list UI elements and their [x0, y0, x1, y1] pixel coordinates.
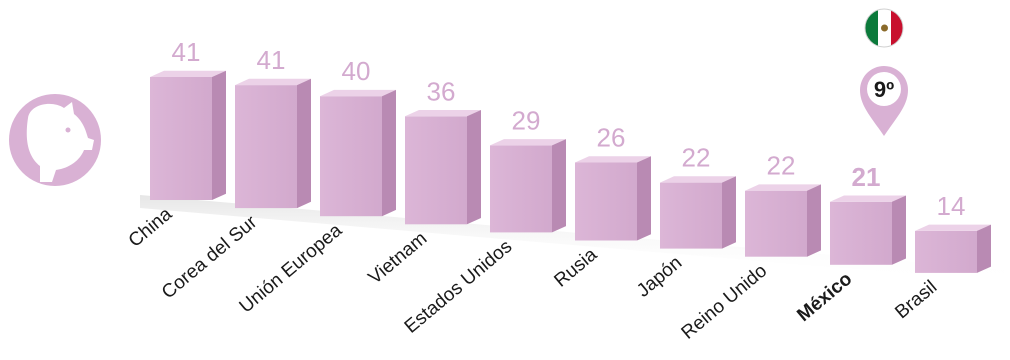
- value-label: 22: [767, 151, 796, 181]
- bar-side: [977, 224, 991, 273]
- bar-side: [212, 70, 226, 200]
- category-label: México: [793, 269, 856, 326]
- bar-top: [660, 176, 736, 183]
- bar-estados-unidos: [490, 139, 566, 233]
- bar-front: [745, 190, 807, 257]
- category-label: Brasil: [891, 277, 941, 324]
- bar-brasil: [915, 224, 991, 273]
- bar-front: [150, 77, 212, 200]
- bar-front: [490, 145, 552, 233]
- bar-top: [745, 184, 821, 191]
- pig-badge: [9, 94, 101, 186]
- value-label: 14: [937, 191, 966, 221]
- value-label: 21: [852, 162, 881, 192]
- value-label: 26: [597, 123, 626, 153]
- value-label: 40: [342, 56, 371, 86]
- pig-icon: [26, 102, 94, 182]
- category-label: Reino Unido: [678, 260, 772, 343]
- chart-floor: [140, 195, 1005, 282]
- bar-top: [490, 139, 566, 146]
- bar-top: [830, 195, 906, 202]
- bar-side: [722, 176, 736, 249]
- bar-china: [150, 70, 226, 200]
- mexico-marker: 9º: [860, 8, 908, 136]
- value-label: 22: [682, 143, 711, 173]
- bar-side: [467, 110, 481, 225]
- bar-top: [915, 224, 991, 231]
- bar-front: [830, 201, 892, 265]
- bar-top: [235, 78, 311, 86]
- map-pin-icon: [860, 66, 908, 136]
- bar-japón: [660, 176, 736, 249]
- category-label: Vietnam: [365, 228, 432, 289]
- value-label: 41: [172, 37, 201, 67]
- bar-side: [807, 184, 821, 257]
- bar-side: [637, 156, 651, 241]
- bar-front: [575, 162, 637, 241]
- bar-vietnam: [405, 110, 481, 225]
- value-label: 29: [512, 105, 541, 135]
- bar-reino-unido: [745, 184, 821, 257]
- bar-front: [320, 96, 382, 217]
- mexico-flag-icon: [864, 8, 904, 48]
- category-label: Japón: [633, 252, 686, 301]
- bar-side: [892, 195, 906, 265]
- bar-rusia: [575, 156, 651, 241]
- bar-top: [320, 89, 396, 97]
- bar-front: [660, 182, 722, 249]
- value-label: 36: [427, 76, 456, 106]
- bar-side: [552, 139, 566, 233]
- rank-label: 9º: [874, 77, 894, 102]
- bar-front: [405, 116, 467, 225]
- bar-top: [405, 110, 481, 117]
- bar-front: [235, 85, 297, 209]
- bar-side: [297, 78, 311, 209]
- bar-méxico: [830, 195, 906, 265]
- bar-corea-del-sur: [235, 78, 311, 209]
- value-label: 41: [257, 45, 286, 75]
- bar-top: [150, 70, 226, 77]
- category-label: Corea del Sur: [158, 211, 262, 303]
- bar-unión-europea: [320, 89, 396, 217]
- bar-top: [575, 156, 651, 163]
- bar-front: [915, 230, 977, 273]
- category-label: Rusia: [551, 244, 602, 292]
- bar-side: [382, 89, 396, 217]
- category-label: China: [125, 203, 177, 251]
